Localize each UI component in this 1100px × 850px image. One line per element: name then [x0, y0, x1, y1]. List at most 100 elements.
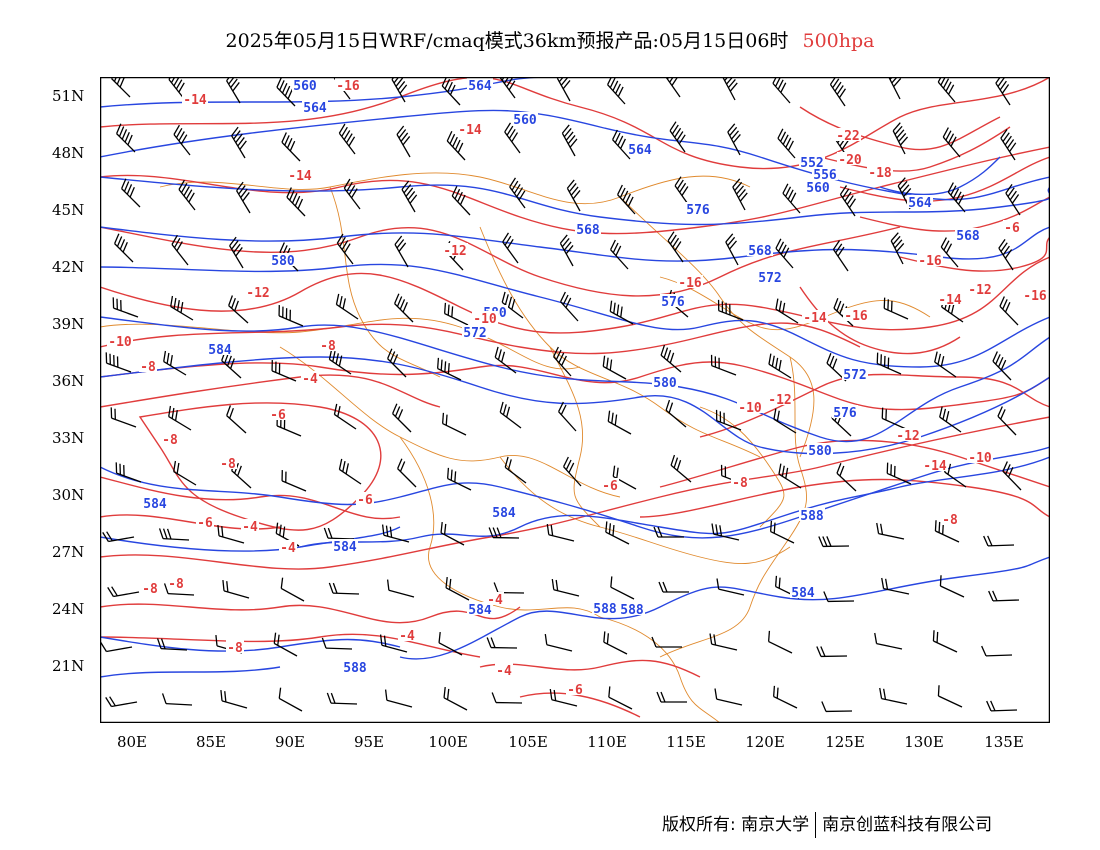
temperature-contour-label: -8	[162, 433, 178, 448]
temperature-contour-label-bg	[601, 478, 619, 491]
wind-barb	[717, 299, 744, 321]
wind-barb	[821, 701, 853, 713]
wind-barb	[273, 632, 298, 657]
temperature-contour-line	[100, 322, 861, 355]
wind-barb	[226, 405, 247, 434]
temperature-contour-label-bg	[167, 576, 185, 589]
temperature-contour-label: -18	[868, 166, 892, 181]
wind-barb	[114, 233, 134, 263]
height-contour-label-bg	[292, 78, 318, 91]
wind-barb	[509, 177, 526, 209]
wind-barb	[608, 686, 633, 710]
lon-tick-label: 95E	[353, 733, 385, 751]
wind-barb	[886, 462, 912, 485]
wind-barb	[669, 121, 686, 153]
temperature-contour-label: -8	[942, 513, 958, 528]
wind-barb	[116, 123, 136, 153]
wind-barb	[328, 582, 360, 595]
wind-barb	[158, 528, 190, 541]
height-contour-label-bg	[799, 508, 825, 521]
wind-barb	[769, 520, 795, 544]
height-contour-label-bg	[491, 505, 517, 518]
wind-barb	[278, 687, 303, 712]
wind-barb	[271, 360, 297, 382]
wind-barb	[839, 185, 856, 217]
wind-barb	[229, 236, 244, 269]
wind-barb	[1002, 461, 1022, 491]
height-contour-label: 588	[800, 509, 824, 524]
temperature-contour-label: -8	[732, 476, 748, 491]
temperature-contour-label: -16	[918, 254, 942, 269]
wind-barb	[725, 233, 739, 266]
wind-barb	[727, 123, 741, 156]
chart-title: 2025年05月15日WRF/cmaq模式36km预报产品:05月15日06时 …	[0, 26, 1100, 53]
wind-barb	[612, 129, 631, 160]
temperature-contour-line	[100, 476, 401, 520]
wind-barb	[228, 295, 249, 324]
temperature-contour-label: -14	[183, 93, 207, 108]
temperature-contour-line	[699, 373, 1050, 438]
wind-barb	[992, 351, 1012, 381]
wind-barb	[328, 348, 352, 375]
wind-barb	[121, 178, 141, 208]
temperature-contour-label: -12	[246, 286, 269, 301]
wind-barb	[546, 523, 575, 542]
temperature-contour-label-bg	[486, 592, 504, 605]
map-frame: 560 564 564 560 568 564 572 576 568 552 556 560 564 5…	[100, 77, 1050, 723]
temperature-contour-label: -12	[768, 393, 791, 408]
wind-barb	[173, 460, 197, 486]
wind-barb	[161, 693, 193, 706]
temperature-contour-label: -14	[288, 169, 312, 184]
lon-tick-label: 135E	[984, 733, 1024, 751]
wind-barb	[818, 536, 850, 548]
temperature-contour-label: -20	[838, 153, 862, 168]
height-contour-label: 572	[758, 271, 781, 286]
lat-tick-label: 42N	[52, 258, 85, 276]
wind-barb	[336, 233, 354, 265]
wind-barb	[499, 401, 522, 429]
wind-barb	[832, 240, 849, 272]
wind-barb	[438, 632, 463, 656]
wind-barb	[107, 586, 140, 598]
wind-barb	[816, 646, 848, 658]
height-contour-label: 584	[143, 497, 167, 512]
wind-barb	[772, 685, 798, 709]
temperature-contour-label-bg	[802, 310, 828, 323]
wind-barb	[947, 182, 966, 213]
wind-barb	[714, 688, 743, 706]
temperature-contour-label-bg	[837, 152, 863, 165]
wind-barb	[559, 234, 574, 267]
temperature-contour-line	[100, 77, 1050, 170]
temperature-contour-label: -8	[142, 582, 158, 597]
lon-tick-label: 100E	[428, 733, 468, 751]
height-contour-label-bg	[685, 202, 711, 215]
temperature-contour-label-bg	[731, 475, 749, 488]
temperature-contour-label-bg	[356, 492, 374, 505]
wind-barb	[551, 578, 580, 597]
wind-barb	[115, 462, 142, 483]
wind-barb	[986, 700, 1018, 712]
wind-barb	[988, 590, 1020, 602]
height-contour-line	[100, 77, 551, 108]
temperature-contour-label: -16	[1023, 289, 1047, 304]
wind-barb	[110, 407, 137, 428]
wind-barb	[217, 525, 245, 544]
temperature-contour-line	[799, 106, 1001, 151]
wind-barb	[338, 458, 362, 485]
temperature-contour-label-bg	[472, 311, 498, 324]
lat-tick-label: 51N	[52, 87, 85, 105]
height-contour-label-bg	[805, 180, 831, 193]
wind-barb	[732, 178, 748, 211]
wind-barb	[394, 235, 409, 268]
temperature-contour-label-bg	[139, 359, 157, 372]
temperature-contour-label-bg	[917, 253, 943, 266]
height-contour-label: 560	[806, 181, 830, 196]
wind-barb	[278, 305, 304, 327]
temperature-contour-label-bg	[442, 243, 468, 256]
height-contour-label: 584	[208, 343, 232, 358]
height-contour-label-bg	[462, 325, 488, 338]
wind-barb	[997, 406, 1017, 436]
company-text: 南京创蓝科技有限公司	[822, 815, 993, 835]
wind-barb	[446, 467, 472, 491]
wind-barb	[386, 579, 415, 598]
